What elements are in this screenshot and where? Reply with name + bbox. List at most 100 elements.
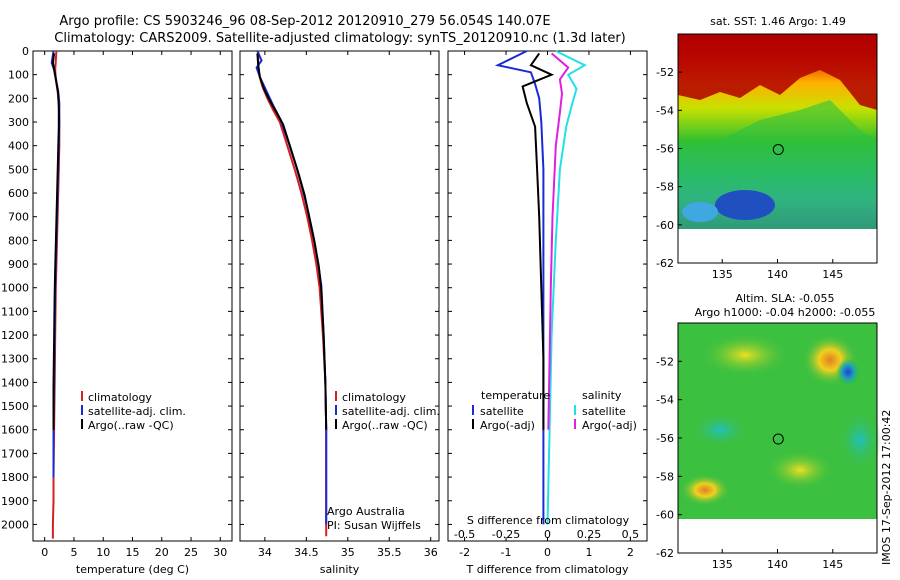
x-tick-label: 35.5: [377, 546, 402, 559]
y-tick-label: 100: [8, 69, 29, 82]
legend-label: Argo(..raw -QC): [342, 419, 428, 432]
y-tick-label: 400: [8, 140, 29, 153]
y-tick-label: 1100: [1, 305, 29, 318]
y-tick-label: 1800: [1, 471, 29, 484]
sla-no-data: [678, 519, 877, 553]
sst-cold-patch: [715, 190, 775, 220]
map-x-tick-label: 145: [822, 558, 843, 571]
salinity-panel: 34 34.5 35 35.5 36 salinity climatologysatelli…: [239, 50, 440, 576]
y-tick-label: 300: [8, 116, 29, 129]
x-axis-label-top: S difference from climatology: [467, 514, 630, 527]
map-y-tick-label: -54: [656, 104, 674, 117]
legend-label: satellite: [480, 405, 524, 418]
x-tick-label: 30: [213, 546, 227, 559]
x-tick-label: -2: [459, 546, 470, 559]
x-tick-label: 2: [627, 546, 634, 559]
y-tick-label: 1200: [1, 329, 29, 342]
y-tick-label: 1700: [1, 447, 29, 460]
map-y-tick-label: -58: [656, 181, 674, 194]
sla-low-patch: [690, 412, 750, 448]
sla-map-title-line2: Argo h1000: -0.04 h2000: -0.055: [695, 306, 876, 319]
y-tick-label: 1300: [1, 353, 29, 366]
figure-title-line1: Argo profile: CS 5903246_96 08-Sep-2012 …: [59, 14, 550, 29]
map-x-tick-label: 135: [712, 268, 733, 281]
map-y-tick-label: -60: [656, 509, 674, 522]
series-line: [521, 52, 555, 430]
plot-frame: [447, 50, 648, 542]
map-y-tick-label: -56: [656, 432, 674, 445]
legend-label: climatology: [88, 391, 152, 404]
sla-low-patch-2: [838, 410, 882, 470]
legend-label: climatology: [342, 391, 406, 404]
map-x-tick-label: 140: [767, 268, 788, 281]
sst-map-title: sat. SST: 1.46 Argo: 1.49: [710, 15, 846, 28]
map-y-tick-label: -54: [656, 394, 674, 407]
y-tick-label: 800: [8, 234, 29, 247]
y-tick-label: 500: [8, 163, 29, 176]
map-y-tick-label: -52: [656, 355, 674, 368]
map-y-tick-label: -58: [656, 470, 674, 483]
map-x-tick-label: 145: [822, 268, 843, 281]
y-tick-label: 200: [8, 92, 29, 105]
y-tick-label: 2000: [1, 518, 29, 531]
y-tick-label: 1000: [1, 282, 29, 295]
plot-frame: [239, 50, 440, 542]
y-tick-label: 1400: [1, 376, 29, 389]
map-y-tick-label: -62: [656, 547, 674, 560]
map-x-tick-label: 140: [767, 558, 788, 571]
y-tick-label: 1600: [1, 424, 29, 437]
x-tick-label: 25: [184, 546, 198, 559]
sst-warm-region: [678, 34, 877, 110]
argo-location-marker: [772, 144, 784, 156]
series-line: [547, 52, 570, 430]
x-tick-label: 35: [341, 546, 355, 559]
difference-panel: -2 -1 0 1 2 T difference from climatology temp…: [447, 50, 648, 576]
temperature-panel: 0100200300400500600700800900100011001200…: [1, 45, 233, 576]
series-line: [256, 53, 328, 430]
x-tick-label-s: 0: [544, 528, 551, 541]
x-tick-label: 34.5: [294, 546, 319, 559]
y-tick-label: 900: [8, 258, 29, 271]
x-tick-label: 15: [126, 546, 140, 559]
sla-high-patch: [700, 333, 790, 377]
x-tick-label: 20: [155, 546, 169, 559]
map-y-tick-label: -60: [656, 219, 674, 232]
legend-label: satellite-adj. clim.: [88, 405, 186, 418]
map-y-tick-label: -62: [656, 257, 674, 270]
annotation-text: Argo Australia: [327, 505, 405, 518]
sla-map-panel: Altim. SLA: -0.055 Argo h1000: -0.04 h20…: [656, 292, 882, 571]
legend-title-salinity: salinity: [582, 389, 622, 402]
argo-location-marker: [772, 433, 784, 445]
x-tick-label: 34: [258, 546, 272, 559]
figure-title-line2: Climatology: CARS2009. Satellite-adjuste…: [54, 31, 626, 46]
x-tick-label-s: -0.25: [492, 528, 520, 541]
legend-title-temperature: temperature: [481, 389, 550, 402]
x-tick-label: 36: [424, 546, 438, 559]
map-y-tick-label: -56: [656, 143, 674, 156]
sst-no-data: [678, 229, 877, 263]
map-x-tick-label: 135: [712, 558, 733, 571]
legend-label: Argo(-adj): [480, 419, 535, 432]
legend-label: satellite: [582, 405, 626, 418]
sla-low-eddy: [836, 358, 860, 386]
imos-timestamp: IMOS 17-Sep-2012 17:00:42: [880, 410, 893, 565]
x-tick-label-s: 0.5: [622, 528, 640, 541]
map-y-tick-label: -52: [656, 66, 674, 79]
annotation-text: PI: Susan Wijffels: [327, 519, 421, 532]
sst-cold-patch-2: [682, 202, 718, 222]
x-axis-label: T difference from climatology: [466, 563, 629, 576]
y-tick-label: 1500: [1, 400, 29, 413]
y-tick-label: 600: [8, 187, 29, 200]
x-tick-label: -1: [501, 546, 512, 559]
sla-high-patch-4: [680, 474, 730, 506]
x-tick-label: 10: [96, 546, 110, 559]
sla-high-patch-3: [765, 450, 835, 490]
plot-frame: [32, 50, 233, 542]
y-tick-label: 1900: [1, 495, 29, 508]
y-tick-label: 700: [8, 211, 29, 224]
legend-label: satellite-adj. clim.: [342, 405, 440, 418]
x-axis-label: temperature (deg C): [76, 563, 189, 576]
x-tick-label-s: -0.5: [454, 528, 475, 541]
series-line: [546, 50, 587, 525]
